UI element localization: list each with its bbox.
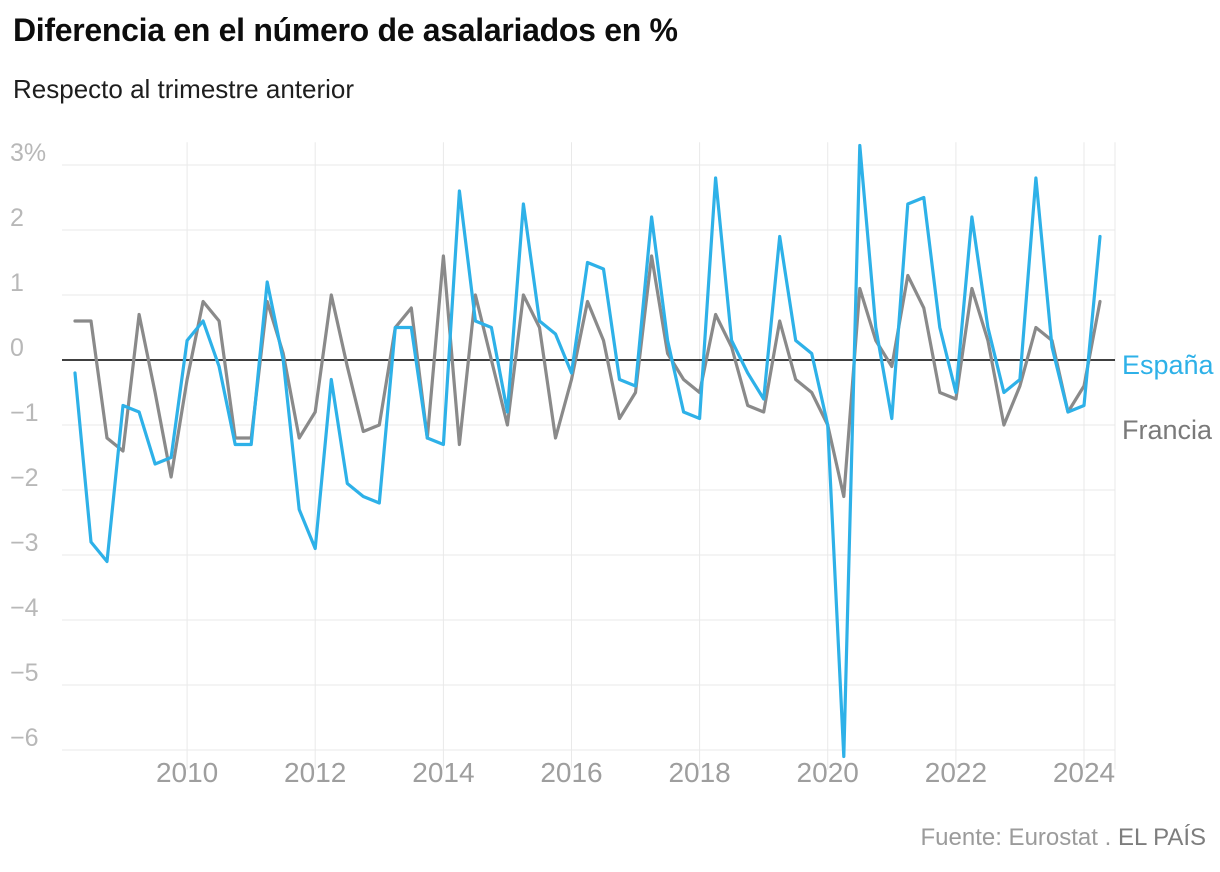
chart-title: Diferencia en el número de asalariados e… xyxy=(13,12,678,48)
svg-text:2010: 2010 xyxy=(156,757,218,788)
line-chart: 2010 2012 2014 2016 2018 2020 2022 2024 3% 2 1 0 −1 −… xyxy=(0,128,1220,828)
chart-canvas: 2010 2012 2014 2016 2018 2020 2022 2024 3% 2 1 0 −1 −… xyxy=(10,139,1116,788)
svg-text:2022: 2022 xyxy=(925,757,987,788)
brand-text: EL PAÍS xyxy=(1117,824,1206,851)
svg-text:2: 2 xyxy=(10,204,24,232)
svg-text:1: 1 xyxy=(10,269,24,297)
svg-text:2020: 2020 xyxy=(797,757,859,788)
svg-text:−6: −6 xyxy=(10,724,39,752)
source-text: Fuente: Eurostat xyxy=(920,824,1098,851)
svg-text:2012: 2012 xyxy=(284,757,346,788)
svg-text:−5: −5 xyxy=(10,659,39,687)
svg-text:2016: 2016 xyxy=(540,757,602,788)
svg-text:2014: 2014 xyxy=(412,757,474,788)
series-label-francia: Francia xyxy=(1122,414,1213,445)
svg-text:2024: 2024 xyxy=(1053,757,1115,788)
svg-text:−3: −3 xyxy=(10,529,39,557)
svg-text:0: 0 xyxy=(10,334,24,362)
source-separator: . xyxy=(1097,824,1118,851)
svg-text:2018: 2018 xyxy=(668,757,730,788)
chart-subtitle: Respecto al trimestre anterior xyxy=(13,74,355,104)
svg-text:−4: −4 xyxy=(10,594,39,622)
series-label-espana: España xyxy=(1122,349,1214,380)
source-line: Fuente: Eurostat . EL PAÍS xyxy=(921,824,1207,852)
svg-text:3%: 3% xyxy=(10,139,46,167)
svg-text:−1: −1 xyxy=(10,399,39,427)
svg-text:−2: −2 xyxy=(10,464,39,492)
